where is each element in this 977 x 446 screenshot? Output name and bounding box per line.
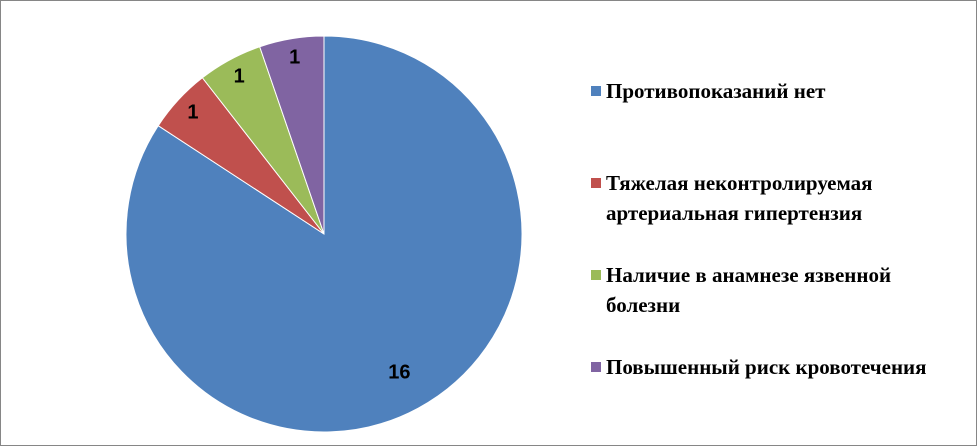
legend-label: Противопоказаний нет — [606, 79, 826, 103]
legend-entry: Наличие в анамнезе язвенной болезни — [591, 260, 966, 320]
data-label: 1 — [187, 102, 198, 124]
legend-marker — [591, 178, 601, 188]
data-label: 1 — [289, 47, 300, 69]
legend-entry: Тяжелая неконтролируемая артериальная ги… — [591, 168, 966, 228]
legend-entry: Противопоказаний нет — [591, 76, 966, 106]
legend-marker — [591, 270, 601, 280]
legend-marker — [591, 362, 601, 372]
data-label: 16 — [388, 362, 410, 384]
legend-label: Тяжелая неконтролируемая артериальная ги… — [606, 171, 873, 225]
legend-label: Повышенный риск кровотечения — [606, 355, 927, 379]
legend-label: Наличие в анамнезе язвенной болезни — [606, 263, 892, 317]
legend-marker — [591, 86, 601, 96]
legend-entry: Повышенный риск кровотечения — [591, 352, 966, 382]
pie-slice — [259, 35, 325, 235]
pie-slice — [125, 35, 523, 433]
data-label: 1 — [234, 66, 245, 88]
